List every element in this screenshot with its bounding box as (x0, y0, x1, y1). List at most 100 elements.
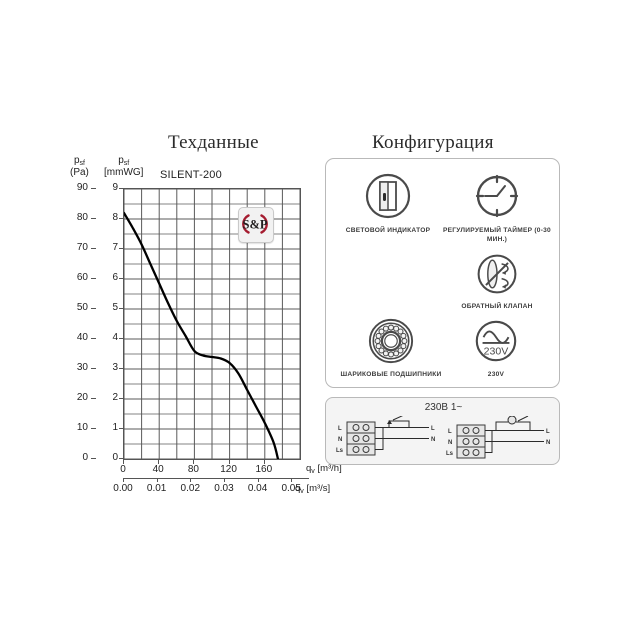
y-tick-mark-pa (91, 248, 96, 249)
terminal-label-n: N (448, 440, 452, 446)
configuration-panel: СВЕТОВОЙ ИНДИКАТОР РЕГУЛИРУЕМЫЙ ТАЙМЕР (… (325, 158, 560, 388)
output-label-l: L (546, 429, 550, 435)
y-tick-mmwg: 7 (112, 242, 118, 253)
y-tick-pa: 90 (76, 182, 88, 193)
ac-voltage-icon: 230V (475, 320, 517, 362)
y-tick-mark-pa (91, 458, 96, 459)
y-tick-mark-pa (91, 338, 96, 339)
page-title-config: Конфигурация (372, 132, 494, 153)
x-tick-mark-m3h (193, 460, 195, 464)
y-tick-pa: 80 (76, 212, 88, 223)
y-tick-mark-mmwg (119, 428, 124, 429)
x-tick-m3s: 0.04 (247, 483, 268, 494)
backdraft-damper-icon (477, 254, 517, 294)
x-tick-m3s: 0.03 (214, 483, 234, 494)
y-tick-mark-mmwg (119, 308, 124, 309)
page-title-tech: Техданные (168, 132, 259, 153)
y-axis-secondary-label: psf [mmWG] (104, 155, 143, 178)
x-tick-mark-m3h (123, 460, 124, 464)
output-label-n: N (546, 440, 550, 446)
x-tick-mark-m3s (156, 478, 158, 482)
x-tick-mark-m3s (257, 478, 259, 482)
feature-voltage: 230V 230V (446, 317, 546, 379)
x-tick-m3s: 0.01 (146, 483, 167, 494)
y-axis-secondary-symbol: psf (118, 155, 130, 167)
y-tick-pa: 10 (76, 422, 88, 433)
output-label-n: N (431, 437, 435, 443)
y-tick-mmwg: 9 (112, 182, 118, 193)
sp-logo: S&P (238, 207, 274, 243)
y-tick-mmwg: 5 (112, 302, 118, 313)
y-tick-pa: 0 (82, 452, 88, 463)
y-tick-mark-mmwg (119, 368, 124, 369)
plot-area (123, 188, 301, 460)
feature-light-indicator-label: СВЕТОВОЙ ИНДИКАТОР (345, 227, 431, 234)
feature-backdraft-damper-label: ОБРАТНЫЙ КЛАПАН (461, 303, 533, 310)
y-axis-primary-unit: (Pa) (70, 167, 89, 178)
feature-ball-bearing-label: ШАРИКОВЫЕ ПОДШИПНИКИ (340, 371, 442, 378)
y-tick-pa: 30 (76, 362, 88, 373)
y-tick-mark-pa (91, 308, 96, 309)
x-tick-mark-m3s (223, 478, 225, 482)
y-tick-mark-mmwg (119, 188, 124, 189)
plot-svg (124, 189, 300, 459)
ball-bearing-icon (368, 318, 414, 364)
wiring-with-timer: L N Ls L N (446, 416, 550, 459)
y-tick-mark-pa (91, 278, 96, 279)
output-label-l: L (431, 426, 435, 432)
x-tick-m3s: 0.02 (180, 483, 201, 494)
y-tick-mark-pa (91, 428, 96, 429)
wiring-panel: 230В 1~ L N Ls (325, 397, 560, 465)
y-axis-primary-label: psf (Pa) (70, 155, 89, 178)
y-tick-mark-mmwg (119, 218, 124, 219)
x-tick-m3s: 0.00 (113, 483, 133, 494)
y-tick-mmwg: 3 (112, 362, 118, 373)
feature-light-indicator: СВЕТОВОЙ ИНДИКАТОР (336, 171, 440, 235)
y-tick-pa: 50 (76, 302, 88, 313)
x-tick-m3h: 120 (220, 464, 237, 475)
y-tick-mmwg: 0 (112, 452, 118, 463)
x-tick-mark-m3h (228, 460, 230, 464)
y-tick-mark-pa (91, 218, 96, 219)
terminal-label-ls: Ls (336, 448, 344, 454)
y-tick-mark-mmwg (119, 248, 124, 249)
svg-text:S&P: S&P (243, 218, 268, 232)
x-tick-m3h: 160 (255, 464, 273, 475)
y-tick-mark-mmwg (119, 458, 124, 459)
light-indicator-icon (365, 173, 411, 219)
x-tick-mark-m3s (123, 478, 124, 482)
pressure-flow-curve (124, 211, 280, 459)
terminal-label-ls: Ls (446, 451, 454, 457)
feature-timer: РЕГУЛИРУЕМЫЙ ТАЙМЕР (0-30 МИН.) (442, 171, 552, 244)
performance-chart: psf (Pa) psf [mmWG] SILENT-200 0 10 20 30 40… (60, 155, 342, 500)
x-tick-mark-m3h (263, 460, 265, 464)
feature-ball-bearing: ШАРИКОВЫЕ ПОДШИПНИКИ (336, 317, 446, 379)
wiring-basic: L N Ls L N (336, 416, 435, 456)
y-tick-mark-mmwg (119, 398, 124, 399)
timer-icon (475, 174, 519, 218)
y-axis-secondary-unit: [mmWG] (104, 167, 144, 178)
ac-voltage-badge: 230V (484, 345, 509, 357)
y-tick-mmwg: 4 (112, 332, 118, 343)
y-tick-mark-mmwg (119, 278, 124, 279)
y-tick-pa: 60 (76, 272, 88, 283)
y-tick-pa: 40 (76, 332, 88, 343)
feature-timer-label: РЕГУЛИРУЕМЫЙ ТАЙМЕР (0-30 МИН.) (443, 227, 551, 243)
y-axis-primary-symbol: psf (73, 155, 85, 167)
x-tick-mark-m3s (190, 478, 192, 482)
x-tick-mark-m3s (291, 478, 293, 482)
y-tick-mark-pa (91, 188, 96, 189)
x-axis-primary-unit: qv [m³/h] (306, 463, 342, 475)
x-axis-secondary-unit: qv [m³/s] (295, 483, 330, 495)
x-axis-primary-symbol: qv (306, 463, 315, 475)
terminal-label-l: L (448, 429, 452, 435)
x-axis-secondary-symbol: qv (295, 483, 304, 495)
y-tick-mmwg: 2 (112, 392, 118, 403)
y-tick-pa: 70 (76, 242, 88, 253)
y-tick-mark-mmwg (119, 338, 124, 339)
y-tick-mark-pa (91, 368, 96, 369)
x-tick-m3h: 80 (187, 464, 199, 475)
wiring-title: 230В 1~ (424, 402, 463, 413)
y-tick-pa: 20 (76, 392, 88, 403)
